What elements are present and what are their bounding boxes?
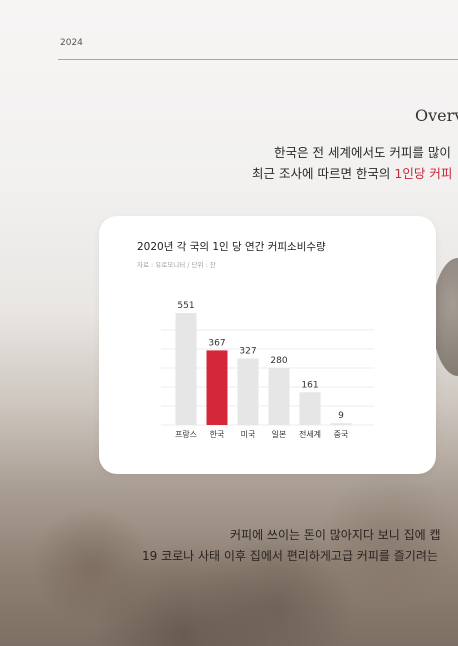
headline-line-2-text: 최근 조사에 따르면 한국의	[252, 166, 395, 181]
section-title: Overv	[415, 106, 458, 125]
chart-title: 2020년 각 국의 1인 당 연간 커피소비수량	[137, 241, 326, 253]
footer-line-2: 19 코로나 사태 이후 집에서 편리하게고급 커피를 즐기려는	[142, 549, 438, 563]
value-label: 327	[239, 347, 256, 357]
category-label: 한국	[210, 430, 225, 439]
chart-source: 자료 : 유로모니터 / 단위 : 잔	[137, 261, 216, 269]
bar-4	[299, 392, 321, 425]
bar-1	[206, 350, 228, 425]
value-label: 161	[301, 380, 318, 390]
bar-5	[330, 423, 352, 425]
value-label: 551	[177, 301, 194, 311]
category-label: 일본	[272, 430, 287, 439]
value-label: 367	[208, 338, 225, 348]
bar-chart: 551 프랑스 367 한국 327 미국 280 일본 161 전세계 9 중국	[161, 301, 374, 439]
bar-2	[237, 358, 259, 425]
bar-3	[268, 368, 290, 425]
headline-accent: 1인당 커피	[394, 166, 453, 181]
headline-line-1: 한국은 전 세계에서도 커피를 많이	[274, 145, 451, 160]
year-label: 2024	[60, 38, 83, 48]
headline-line-2: 최근 조사에 따르면 한국의 1인당 커피	[252, 163, 452, 182]
category-label: 미국	[241, 430, 256, 439]
category-label: 프랑스	[175, 429, 197, 439]
bar-0	[175, 313, 197, 425]
value-label: 9	[338, 411, 344, 421]
chart-card: 2020년 각 국의 1인 당 연간 커피소비수량 자료 : 유로모니터 / 단…	[99, 216, 436, 474]
footer-line-1: 커피에 쓰이는 돈이 많아지다 보니 집에 캡	[230, 528, 441, 542]
top-divider	[58, 59, 458, 60]
category-label: 중국	[334, 430, 349, 439]
category-label: 전세계	[299, 429, 321, 439]
value-label: 280	[270, 356, 287, 366]
